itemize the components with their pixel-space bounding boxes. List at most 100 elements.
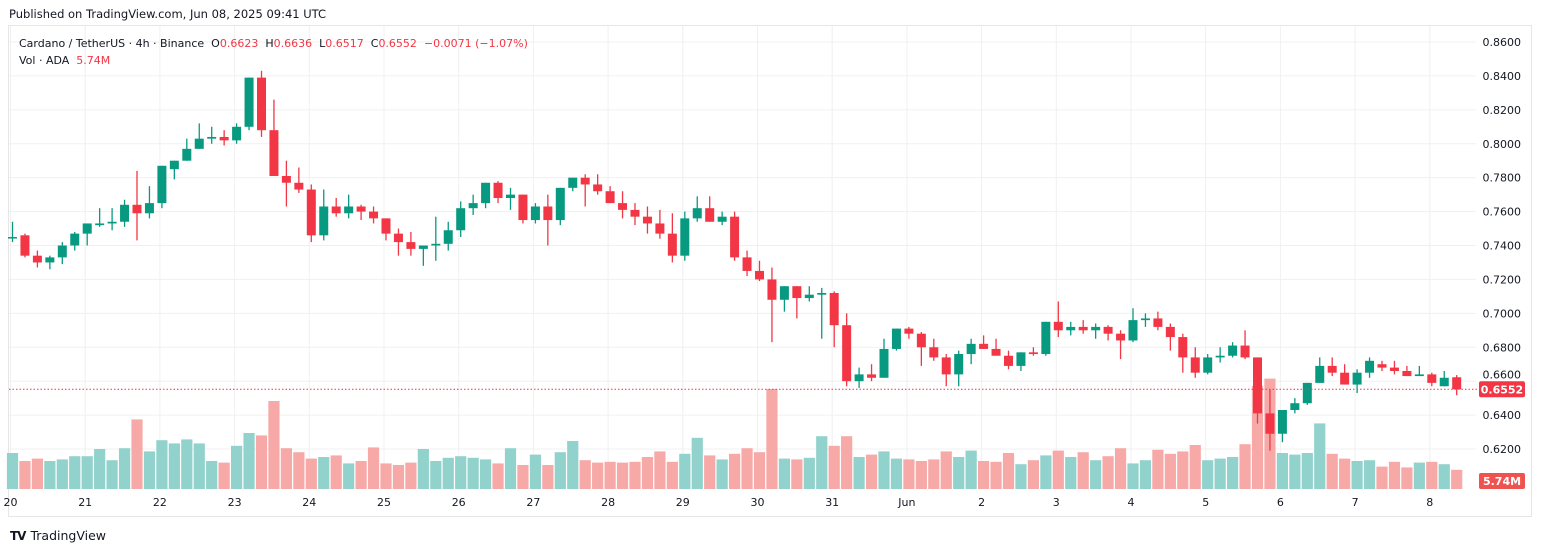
volume-bar	[1339, 458, 1351, 489]
candle	[1414, 365, 1424, 377]
candle	[1327, 357, 1337, 377]
tradingview-brand[interactable]: TradingView	[30, 528, 107, 543]
volume-bar	[679, 453, 691, 489]
high-value: 0.6636	[273, 37, 313, 50]
candle	[941, 354, 951, 387]
candle	[867, 364, 877, 382]
candle	[107, 208, 117, 231]
volume-bar	[417, 449, 429, 489]
candle	[879, 338, 889, 378]
candle-body	[169, 160, 179, 170]
candle	[1041, 321, 1051, 356]
candle-body	[630, 209, 640, 217]
candle-body	[730, 216, 740, 258]
candle-body	[530, 206, 540, 221]
candles	[8, 70, 1462, 451]
volume-bar	[915, 461, 927, 489]
candle-body	[929, 347, 939, 358]
volume-bar	[940, 451, 952, 489]
y-tick-label: 0.8400	[1483, 70, 1522, 83]
candle-body	[381, 218, 391, 234]
volume-bar	[641, 457, 654, 489]
tradingview-logo-icon: TV	[10, 528, 27, 543]
candle-body	[369, 211, 379, 219]
candle	[891, 328, 901, 351]
candle-body	[1365, 360, 1375, 373]
candle-body	[605, 191, 615, 204]
volume-bar	[542, 465, 554, 489]
candle	[1340, 364, 1350, 385]
symbol-title[interactable]: Cardano / TetherUS · 4h · Binance	[19, 37, 205, 50]
candle-body	[120, 204, 130, 222]
y-tick-label: 0.8200	[1483, 104, 1522, 117]
volume-bar	[865, 454, 878, 489]
candle	[418, 245, 428, 266]
volume-bar	[1227, 457, 1239, 489]
volume-badge	[1479, 473, 1525, 489]
candle-body	[269, 130, 279, 176]
candle	[593, 174, 603, 195]
candle	[667, 213, 677, 263]
candle	[493, 181, 503, 204]
candle	[991, 338, 1001, 356]
y-tick-label: 0.6600	[1483, 368, 1522, 381]
y-tick-label: 0.7200	[1483, 273, 1522, 286]
y-tick-label: 0.7000	[1483, 307, 1522, 320]
volume-bar	[517, 465, 529, 489]
volume-bar	[168, 443, 180, 489]
volume-bar	[567, 441, 579, 489]
volume-bar	[1090, 460, 1102, 489]
volume-bar	[616, 462, 629, 489]
volume-label[interactable]: Vol · ADA	[19, 54, 70, 67]
candle	[207, 126, 217, 144]
candle	[1315, 357, 1325, 383]
volume-bar	[1152, 449, 1164, 489]
candle-body	[95, 223, 105, 226]
x-tick-label: 2	[978, 496, 985, 509]
volume-bar	[318, 457, 330, 489]
volume-bar	[1189, 445, 1201, 489]
candle	[20, 233, 30, 258]
candle	[1153, 311, 1163, 331]
candle-body	[1153, 318, 1163, 327]
volume-bar	[965, 450, 977, 489]
candle	[381, 218, 391, 241]
y-tick-label: 0.6200	[1483, 443, 1522, 456]
candle	[717, 211, 727, 226]
volume-bar	[181, 439, 193, 489]
published-caption: Published on TradingView.com, Jun 08, 20…	[9, 7, 327, 21]
candle	[356, 204, 366, 221]
candle-body	[1016, 352, 1026, 366]
volume-bar	[1177, 451, 1189, 489]
candle-body	[1078, 326, 1088, 331]
candle	[1190, 347, 1200, 378]
candle	[792, 286, 802, 319]
volume-bar	[990, 461, 1002, 489]
volume-bar	[803, 457, 815, 489]
candle-body	[543, 206, 553, 221]
volume-bar	[1015, 464, 1027, 489]
x-tick-label: 8	[1426, 496, 1433, 509]
candle-body	[817, 292, 827, 295]
candle-body	[45, 257, 55, 263]
volume-row: Vol · ADA 5.74M	[19, 52, 528, 69]
candle-body	[1352, 372, 1362, 385]
candle-body	[954, 354, 964, 375]
volume-bar	[1426, 461, 1438, 489]
candle-body	[1190, 357, 1200, 373]
candle-body	[1290, 403, 1300, 410]
candle-body	[1028, 352, 1038, 355]
candle-body	[1327, 365, 1337, 373]
volume-value: 5.74M	[76, 54, 111, 67]
x-tick-label: 6	[1277, 496, 1284, 509]
candle	[257, 70, 266, 137]
volume-bar	[1351, 461, 1363, 489]
candle	[1165, 323, 1175, 351]
candle	[966, 338, 976, 365]
candle	[854, 367, 864, 388]
candle-body	[481, 182, 491, 204]
volume-bar	[367, 447, 380, 489]
volume-bar	[1065, 457, 1077, 489]
candle-body	[1066, 326, 1076, 331]
